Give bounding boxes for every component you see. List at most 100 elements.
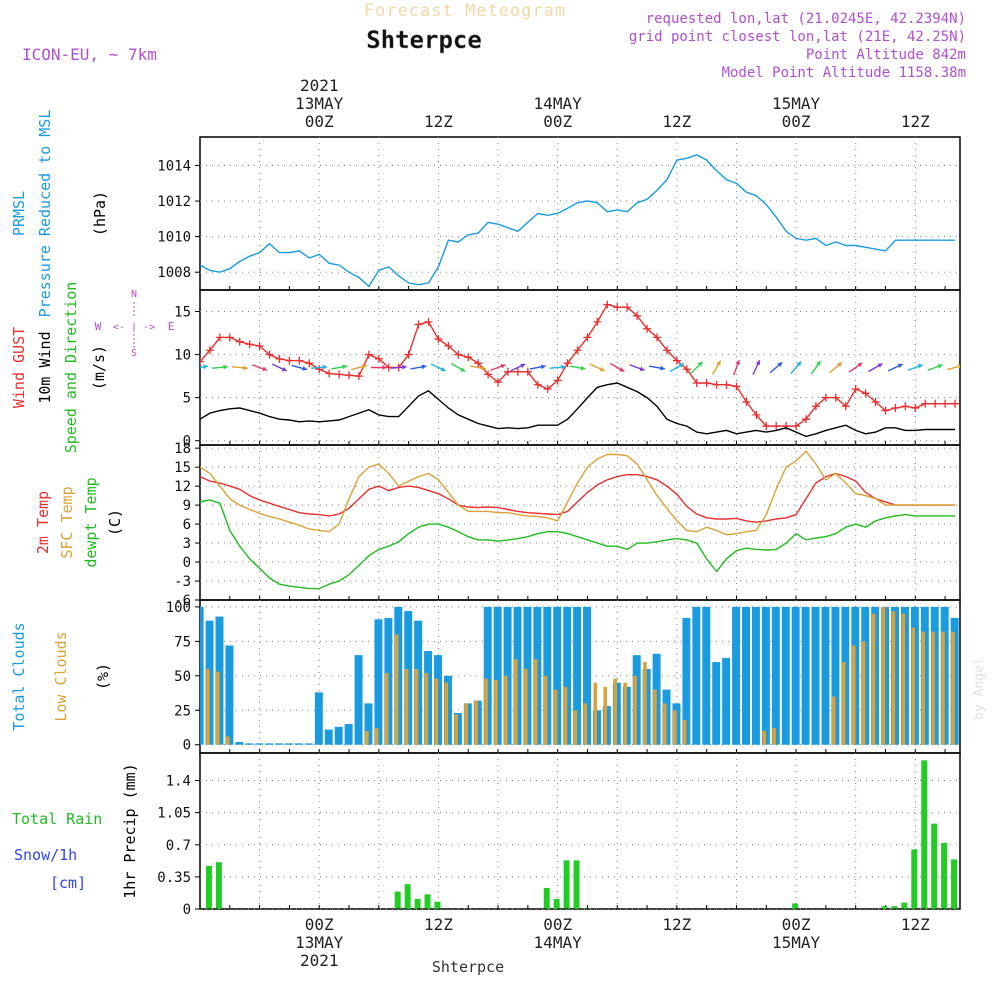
bar-total-clouds [801,606,810,745]
gust-marker [672,356,681,365]
bar-total-clouds [751,606,760,745]
bar-total-clouds [712,662,721,745]
gust-marker [573,346,582,355]
top-time-label: 00Z [782,112,811,131]
gust-marker [951,399,960,408]
compass-e: E [168,320,175,333]
bar-low-clouds [404,668,409,745]
bar-total-clouds [563,606,572,745]
bar-low-clouds [682,719,687,745]
bar-total-clouds [483,606,492,745]
panel-label: Snow/1h [14,846,77,864]
bar-total-clouds [573,606,582,745]
bar-low-clouds [464,703,468,745]
series-group-pressure [200,154,955,288]
bar-total-clouds [265,743,274,745]
gust-marker [831,393,840,402]
top-time-label: 00Z [543,112,572,131]
wind-direction-arrowhead [619,367,625,372]
wind-direction-arrowhead [796,361,802,367]
gust-marker [444,341,453,350]
bar-total-clouds [811,606,820,745]
gust-marker [712,380,721,389]
y-tick-label: 1010 [157,230,191,246]
bar-rain [404,884,411,909]
compass-w: W [95,320,102,333]
bar-low-clouds [374,728,379,745]
gust-marker [921,399,930,408]
gust-marker [494,378,503,387]
bar-low-clouds [474,700,478,745]
bottom-time-label: 00Z [305,915,334,934]
bar-low-clouds [543,675,548,745]
closest-coords: grid point closest lon,lat (21E, 42.25N) [629,29,966,45]
bar-total-clouds [732,606,741,745]
gust-marker [523,367,532,376]
model-label: ICON-EU, ~ 7km [22,45,157,64]
wind-direction-arrowhead [735,360,740,365]
gust-marker [871,397,880,406]
wind-direction-arrowhead [342,364,347,370]
bar-low-clouds [831,696,836,745]
gust-marker [583,333,592,342]
gust-marker [652,333,661,342]
bar-low-clouds [633,675,637,745]
y-tick-label: 10 [174,348,191,364]
series-group-precip [200,760,960,909]
compass-n: N [131,289,137,300]
bar-low-clouds [772,728,776,745]
gust-marker [404,350,413,359]
bar-total-clouds [692,606,701,745]
gust-marker [702,379,711,387]
bar-total-clouds [831,606,840,745]
bar-total-clouds [245,743,254,745]
bar-low-clouds [454,714,459,745]
bottom-time-label: 2021 [300,951,339,970]
wind-direction-arrowhead [777,362,783,367]
gust-marker [285,356,294,365]
bar-total-clouds [364,703,373,745]
wind-direction-arrowhead [639,366,645,371]
y-tick-label: 100 [166,600,191,616]
y-tick-label: 25 [174,703,191,719]
bar-low-clouds [434,678,439,745]
bottom-time-label: 12Z [662,915,691,934]
panel-label: Speed and Direction [62,282,80,454]
y-tick-label: 0 [183,434,191,450]
gust-marker [841,402,850,411]
wind-direction-arrowhead [460,367,466,372]
model-altitude: Model Point Altitude 1158.38m [722,65,966,81]
wind-direction-arrowhead [500,364,506,369]
bottom-time-label: 12Z [901,915,930,934]
bar-rain [881,906,888,909]
bar-rain [911,849,918,909]
wind-direction-arrowhead [755,360,760,366]
bar-total-clouds [255,743,264,745]
wind-direction-arrowhead [716,360,721,366]
location-title: Shterpce [366,26,482,54]
bar-rain [434,901,441,909]
bar-total-clouds [304,743,313,745]
top-time-label: 12Z [424,112,453,131]
gust-marker [772,422,781,431]
gust-marker [662,346,671,355]
bar-low-clouds [444,682,449,745]
wind-direction-arrowhead [599,366,605,372]
bar-total-clouds [285,743,293,745]
gust-marker [603,300,612,309]
gust-marker [802,415,811,424]
panel-frame-pressure [199,136,961,291]
panel-label: 2m Temp [34,491,52,554]
bar-low-clouds [553,689,558,745]
bar-total-clouds [702,606,711,745]
series-line-sfc-temp [200,450,955,536]
gust-marker [623,303,632,312]
gust-marker [901,402,910,411]
gust-marker [275,354,284,363]
bar-low-clouds [613,678,617,745]
gust-marker [821,393,830,402]
panel-label: PRMSL [10,191,28,236]
y-tick-label: 0.35 [157,870,191,886]
bar-low-clouds [494,679,498,745]
